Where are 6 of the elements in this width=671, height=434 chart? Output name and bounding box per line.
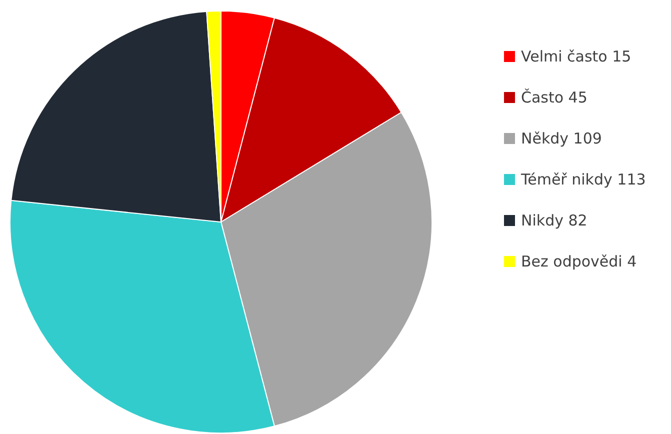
legend-label: Často 45 xyxy=(521,88,588,106)
legend-label: Někdy 109 xyxy=(521,130,602,148)
legend-label: Téměř nikdy 113 xyxy=(520,170,646,188)
legend-label: Velmi často 15 xyxy=(521,48,632,66)
legend-label: Nikdy 82 xyxy=(521,212,588,230)
legend-label: Bez odpovědi 4 xyxy=(521,252,637,270)
